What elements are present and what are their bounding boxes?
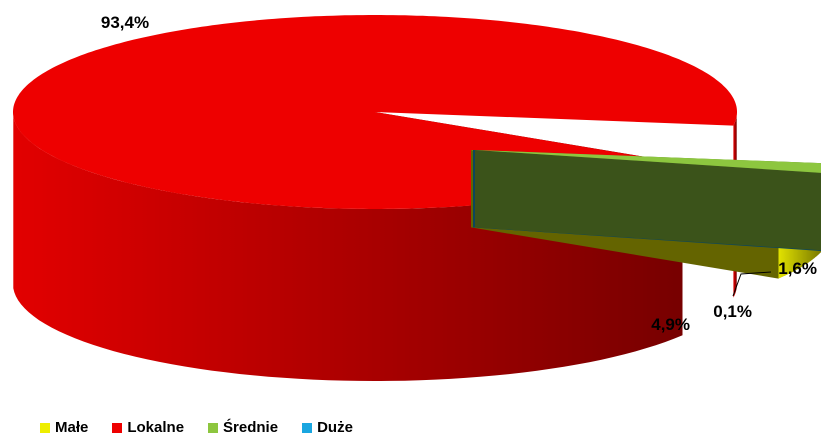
- legend-label: Średnie: [223, 419, 279, 436]
- legend-label: Duże: [317, 419, 353, 436]
- legend-swatch: [40, 422, 50, 433]
- leader-line: [732, 271, 772, 297]
- data-label-srednie: 1,6%: [778, 259, 817, 278]
- pie-slice-face: [475, 150, 821, 251]
- legend-swatch: [208, 422, 219, 433]
- data-label-duze: 0,1%: [713, 302, 752, 321]
- legend-item-duze: Duże: [302, 419, 353, 436]
- legend-item-male: Małe: [40, 419, 88, 436]
- legend-item-lokalne: Lokalne: [112, 419, 184, 436]
- legend-label: Małe: [55, 419, 89, 436]
- pie-slice-side: [13, 116, 683, 381]
- legend-label: Lokalne: [127, 419, 185, 436]
- pie-slice-srednie: [475, 150, 821, 251]
- legend: Małe Lokalne Średnie Duże: [40, 419, 353, 436]
- data-label-male: 4,9%: [651, 315, 690, 334]
- legend-swatch: [302, 422, 313, 433]
- pie-slice-top: [475, 150, 821, 173]
- data-label-lokalne: 93,4%: [101, 13, 149, 32]
- legend-item-srednie: Średnie: [208, 419, 278, 436]
- legend-swatch: [112, 422, 123, 433]
